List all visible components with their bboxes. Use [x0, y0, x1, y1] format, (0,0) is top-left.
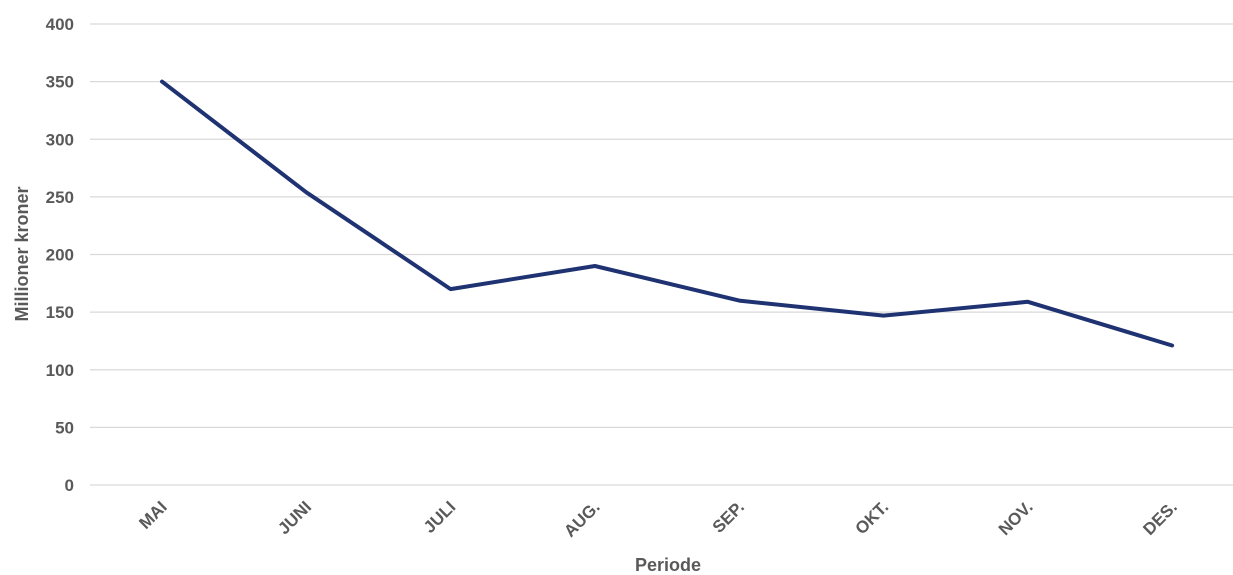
x-axis-title: Periode — [635, 555, 701, 575]
y-tick-label: 100 — [46, 361, 74, 380]
y-axis-tick-labels: 0 50 100 150 200 250 300 350 400 — [46, 15, 74, 495]
x-tick-label: JUNI — [274, 497, 315, 538]
x-tick-label: DES. — [1139, 497, 1180, 538]
y-tick-label: 300 — [46, 130, 74, 149]
series-layer — [160, 79, 1175, 348]
y-tick-label: 150 — [46, 303, 74, 322]
y-tick-label: 200 — [46, 246, 74, 265]
y-tick-label: 400 — [46, 15, 74, 34]
y-tick-label: 0 — [65, 476, 74, 495]
x-tick-label: SEP. — [709, 497, 748, 536]
x-tick-label: OKT. — [852, 497, 893, 538]
x-tick-label: MAI — [135, 497, 170, 532]
y-tick-label: 350 — [46, 73, 74, 92]
x-tick-label: AUG. — [560, 497, 603, 540]
gridlines — [90, 23, 1233, 486]
x-axis-tick-labels: MAI JUNI JULI AUG. SEP. OKT. NOV. DES. — [135, 497, 1181, 540]
y-tick-label: 250 — [46, 188, 74, 207]
y-tick-label: 50 — [55, 418, 74, 437]
y-axis-title: Millioner kroner — [12, 186, 32, 321]
series-line — [160, 79, 1175, 348]
x-tick-label: NOV. — [995, 497, 1037, 539]
x-tick-label: JULI — [420, 497, 459, 536]
